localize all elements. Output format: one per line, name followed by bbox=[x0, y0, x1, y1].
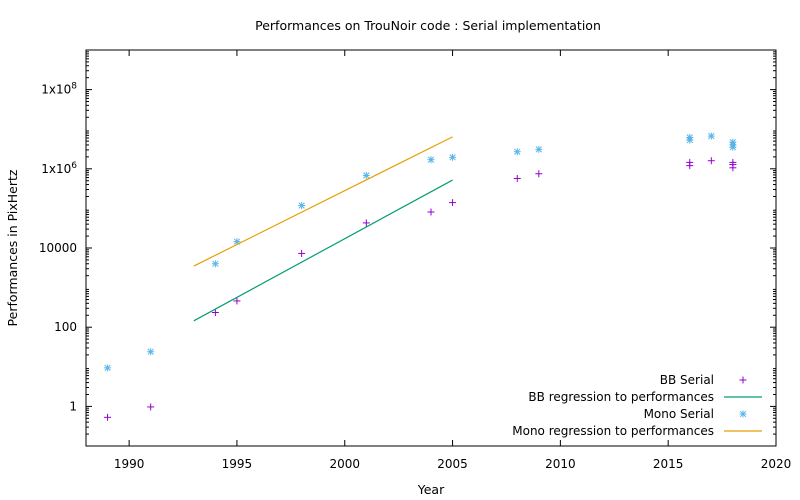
mono-serial-point bbox=[427, 156, 435, 164]
y-axis: 1 100 10000 1x106 1x108 bbox=[39, 51, 776, 435]
bb-serial-point bbox=[729, 158, 737, 166]
mono-serial-point-stroke bbox=[233, 238, 241, 245]
mono-serial-point bbox=[729, 138, 737, 146]
mono-serial-point bbox=[449, 153, 457, 161]
x-tick-label: 2010 bbox=[545, 457, 576, 471]
mono-serial-point-stroke bbox=[686, 134, 693, 141]
bb-serial-point bbox=[707, 157, 715, 165]
y-tick-exponent: 6 bbox=[71, 161, 77, 171]
y-tick-exponent: 8 bbox=[71, 82, 77, 92]
mono-serial-point-stroke bbox=[363, 172, 370, 179]
mono-serial-point-stroke bbox=[427, 156, 435, 163]
y-tick-label: 1 bbox=[69, 399, 77, 413]
mono-regression-to-performances-line bbox=[193, 136, 453, 267]
x-tick-label: 2005 bbox=[437, 457, 468, 471]
bb-regression-to-performances-line bbox=[193, 179, 453, 322]
mono-serial-point-stroke bbox=[104, 364, 111, 372]
bb-serial-point bbox=[211, 309, 219, 317]
bb-serial-point bbox=[298, 249, 306, 257]
chart-title: Performances on TrouNoir code : Serial i… bbox=[255, 18, 601, 33]
x-tick-label: 2015 bbox=[653, 457, 684, 471]
plot-area bbox=[104, 132, 737, 421]
bb-serial-point bbox=[535, 170, 543, 178]
x-tick-label: 1990 bbox=[114, 457, 145, 471]
x-tick-label: 2000 bbox=[329, 457, 360, 471]
mono-serial-point-stroke bbox=[708, 132, 715, 140]
mono-serial-point bbox=[298, 202, 306, 210]
bb-serial-point bbox=[147, 403, 155, 411]
legend: BB Serial BB regression to performances Mo… bbox=[512, 373, 762, 438]
mono-serial-point-stroke bbox=[514, 148, 521, 155]
legend-sample-mono-serial-stroke bbox=[739, 410, 747, 418]
mono-serial-point bbox=[104, 364, 112, 372]
legend-label-bb-serial: BB Serial bbox=[660, 373, 714, 387]
x-tick-label: 2020 bbox=[761, 457, 792, 471]
mono-serial-point bbox=[233, 238, 241, 246]
y-tick-label: 1x106 bbox=[41, 161, 77, 176]
mono-serial-point-stroke bbox=[729, 139, 737, 146]
bb-serial-point bbox=[686, 158, 694, 166]
y-tick-label: 10000 bbox=[39, 241, 77, 255]
bb-serial-point bbox=[362, 219, 370, 227]
mono-serial-point bbox=[513, 148, 521, 156]
mono-serial-point bbox=[707, 132, 715, 140]
legend-label-mono-serial: Mono Serial bbox=[644, 407, 714, 421]
y-tick-label: 1x108 bbox=[41, 82, 77, 97]
legend-label-mono-regression-to-performances: Mono regression to performances bbox=[512, 424, 714, 438]
legend-sample-bb-serial bbox=[739, 376, 747, 384]
mono-serial-point bbox=[686, 133, 694, 141]
x-axis-label: Year bbox=[417, 482, 445, 497]
mono-serial-point bbox=[362, 171, 370, 179]
x-tick-label: 1995 bbox=[222, 457, 253, 471]
bb-serial-point bbox=[513, 174, 521, 182]
legend-sample-mono-serial bbox=[739, 410, 747, 418]
mono-serial-point-stroke bbox=[212, 260, 219, 267]
legend-label-bb-regression-to-performances: BB regression to performances bbox=[528, 390, 714, 404]
mono-serial-point-stroke bbox=[147, 348, 154, 355]
mono-serial-point bbox=[147, 348, 155, 356]
x-axis: 1990 1995 2000 2005 2010 2015 2020 bbox=[114, 50, 791, 471]
y-tick-label: 100 bbox=[54, 320, 77, 334]
mono-serial-point-stroke bbox=[298, 202, 305, 209]
bb-serial-point bbox=[104, 413, 112, 421]
mono-serial-point-stroke bbox=[449, 154, 456, 161]
y-axis-label: Performances in PixHertz bbox=[5, 169, 20, 326]
mono-serial-point bbox=[535, 145, 543, 153]
bb-serial-point bbox=[233, 297, 241, 305]
bb-serial-point bbox=[449, 199, 457, 207]
bb-serial-point bbox=[427, 208, 435, 216]
mono-serial-point bbox=[211, 260, 219, 268]
mono-serial-point-stroke bbox=[535, 146, 542, 153]
